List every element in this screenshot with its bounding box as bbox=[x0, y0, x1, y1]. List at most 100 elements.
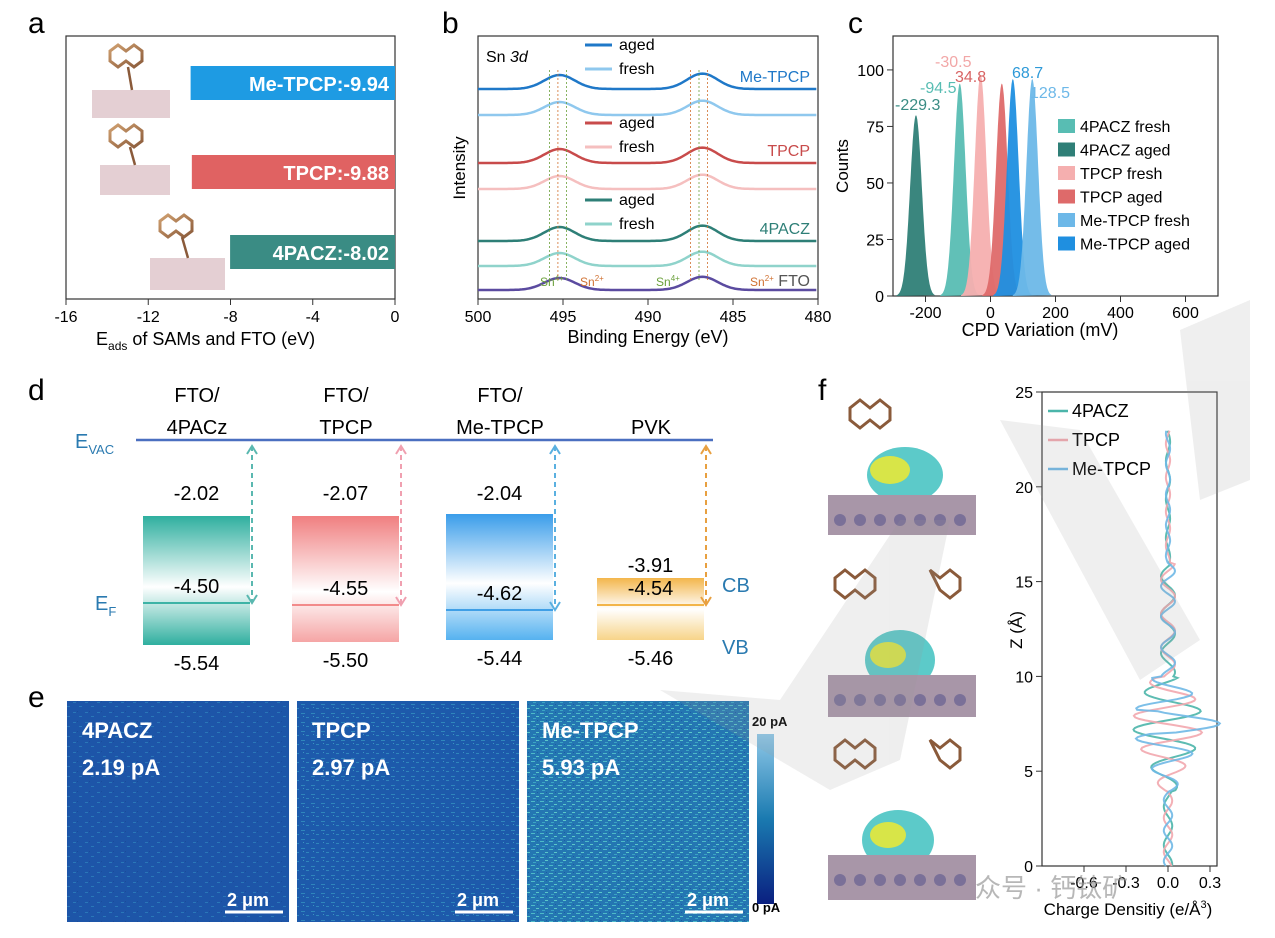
panel-c-letter: c bbox=[848, 7, 863, 40]
vb-label: VB bbox=[722, 637, 749, 659]
lower-level-value: -5.46 bbox=[628, 648, 674, 670]
adsorption-bar bbox=[191, 155, 395, 189]
panel-f-ylabel: Z (Å) bbox=[1007, 611, 1026, 649]
arrow-head-icon bbox=[395, 596, 407, 607]
colorbar-min: 0 pA bbox=[752, 900, 781, 915]
legend-label: aged bbox=[619, 37, 655, 54]
column-name: Me-TPCP bbox=[456, 417, 544, 439]
peak-annotation: -229.3 bbox=[895, 97, 940, 114]
legend-label: fresh bbox=[619, 61, 655, 78]
panel-d: d EVAC EF FTO/4PACz -2.02 -4.50 -5.54 FTO/TP… bbox=[28, 374, 750, 675]
afm-sample-label: Me-TPCP bbox=[542, 718, 639, 743]
panel-f-xlabel: Charge Densitiy (e/Å3) bbox=[1044, 899, 1213, 919]
column-name: PVK bbox=[631, 417, 672, 439]
y-tick-label: 10 bbox=[1015, 669, 1033, 686]
y-tick-label: 0 bbox=[875, 289, 884, 306]
legend-swatch bbox=[1058, 142, 1075, 157]
cpd-distribution bbox=[961, 74, 1001, 297]
x-tick-label: -0.3 bbox=[1112, 875, 1140, 892]
cpd-distribution bbox=[1012, 79, 1052, 296]
xps-fto-curve bbox=[478, 275, 817, 292]
panel-c-frame bbox=[892, 35, 1219, 297]
sample-label: Me-TPCP bbox=[740, 69, 810, 86]
charge-density-line bbox=[1132, 430, 1204, 867]
xps-aged-curve bbox=[478, 72, 817, 91]
colorbar bbox=[757, 734, 774, 904]
fermi-level-value: -4.50 bbox=[174, 576, 220, 598]
legend-swatch bbox=[1058, 119, 1075, 133]
peak-label: Sn4+ bbox=[540, 274, 564, 289]
peak-label: Sn2+ bbox=[580, 274, 604, 289]
peak-label: Sn2+ bbox=[750, 274, 774, 289]
arrow-head-icon bbox=[246, 594, 258, 605]
legend-label: fresh bbox=[619, 216, 655, 233]
y-tick-label: 50 bbox=[866, 176, 884, 193]
afm-image bbox=[67, 701, 289, 922]
x-tick-label: 400 bbox=[1107, 305, 1134, 322]
scale-bar-label: 2 μm bbox=[687, 890, 729, 910]
legend-swatch bbox=[1058, 189, 1075, 204]
panel-b-ylabel: Intensity bbox=[450, 136, 469, 200]
afm-current-value: 5.93 pA bbox=[542, 755, 620, 780]
afm-current-value: 2.97 pA bbox=[312, 755, 390, 780]
x-tick-label: -12 bbox=[137, 309, 160, 326]
xps-aged-curve bbox=[478, 224, 817, 243]
y-tick-label: 15 bbox=[1015, 575, 1033, 592]
cpd-distribution bbox=[896, 115, 936, 296]
panel-e-letter: e bbox=[28, 681, 45, 714]
legend-label: TPCP aged bbox=[1080, 190, 1162, 207]
x-tick-label: 485 bbox=[720, 309, 747, 326]
legend-swatch bbox=[1058, 213, 1075, 227]
fermi-level-value: -4.62 bbox=[477, 583, 523, 605]
upper-level-value: -2.02 bbox=[174, 483, 220, 505]
peak-annotation: 34.8 bbox=[955, 69, 986, 86]
legend-label: fresh bbox=[619, 139, 655, 156]
adsorption-bar-label: TPCP:-9.88 bbox=[283, 163, 389, 185]
panel-f-frame bbox=[1041, 391, 1218, 867]
adsorption-bar-label: Me-TPCP:-9.94 bbox=[249, 74, 390, 96]
peak-annotation: 68.7 bbox=[1012, 65, 1043, 82]
band-box bbox=[143, 516, 250, 645]
afm-image bbox=[297, 701, 519, 922]
afm-sample-label: TPCP bbox=[312, 718, 371, 743]
y-tick-label: 0 bbox=[1024, 859, 1033, 876]
x-tick-label: 0.0 bbox=[1157, 875, 1179, 892]
x-tick-label: -4 bbox=[306, 309, 320, 326]
ef-label: EF bbox=[95, 593, 116, 619]
charge-structure-1 bbox=[828, 398, 976, 535]
x-tick-label: -16 bbox=[54, 309, 77, 326]
upper-level-value: -2.07 bbox=[323, 483, 369, 505]
legend-label: Me-TPCP bbox=[1072, 459, 1151, 479]
watermark-text: 众号 · 钙钛矿 bbox=[975, 873, 1128, 903]
sample-label: TPCP bbox=[767, 143, 810, 160]
arrow-head-icon bbox=[700, 596, 712, 607]
legend-label: 4PACZ bbox=[1072, 401, 1129, 421]
panel-f-letter: f bbox=[818, 374, 827, 407]
y-tick-label: 20 bbox=[1015, 480, 1033, 497]
scale-bar-label: 2 μm bbox=[457, 890, 499, 910]
charge-density-line bbox=[1132, 430, 1202, 867]
x-tick-label: -0.6 bbox=[1070, 875, 1098, 892]
y-tick-label: 75 bbox=[866, 119, 884, 136]
x-tick-label: 480 bbox=[805, 309, 832, 326]
lower-level-value: -5.50 bbox=[323, 650, 369, 672]
arrow-head-icon bbox=[549, 601, 561, 612]
y-tick-label: 5 bbox=[1024, 764, 1033, 781]
column-name: TPCP bbox=[319, 417, 372, 439]
peak-annotation: 128.5 bbox=[1030, 85, 1070, 102]
x-tick-label: 0 bbox=[986, 305, 995, 322]
xps-fresh-curve bbox=[478, 99, 817, 117]
panel-b-letter: b bbox=[442, 7, 459, 40]
molecule-icon bbox=[92, 43, 170, 118]
legend-label: TPCP fresh bbox=[1080, 166, 1162, 183]
evac-label: EVAC bbox=[75, 431, 114, 457]
x-tick-label: 0 bbox=[391, 309, 400, 326]
panel-a: a Me-TPCP:-9.94 TPCP:-9.88 4PACZ:-8.02 -16… bbox=[28, 7, 400, 353]
panel-d-letter: d bbox=[28, 374, 45, 407]
x-tick-label: 490 bbox=[635, 309, 662, 326]
column-name: FTO/ bbox=[174, 385, 220, 407]
arrow-head-icon bbox=[700, 444, 712, 455]
panel-c-ylabel: Counts bbox=[833, 139, 852, 193]
adsorption-bar bbox=[230, 235, 395, 269]
